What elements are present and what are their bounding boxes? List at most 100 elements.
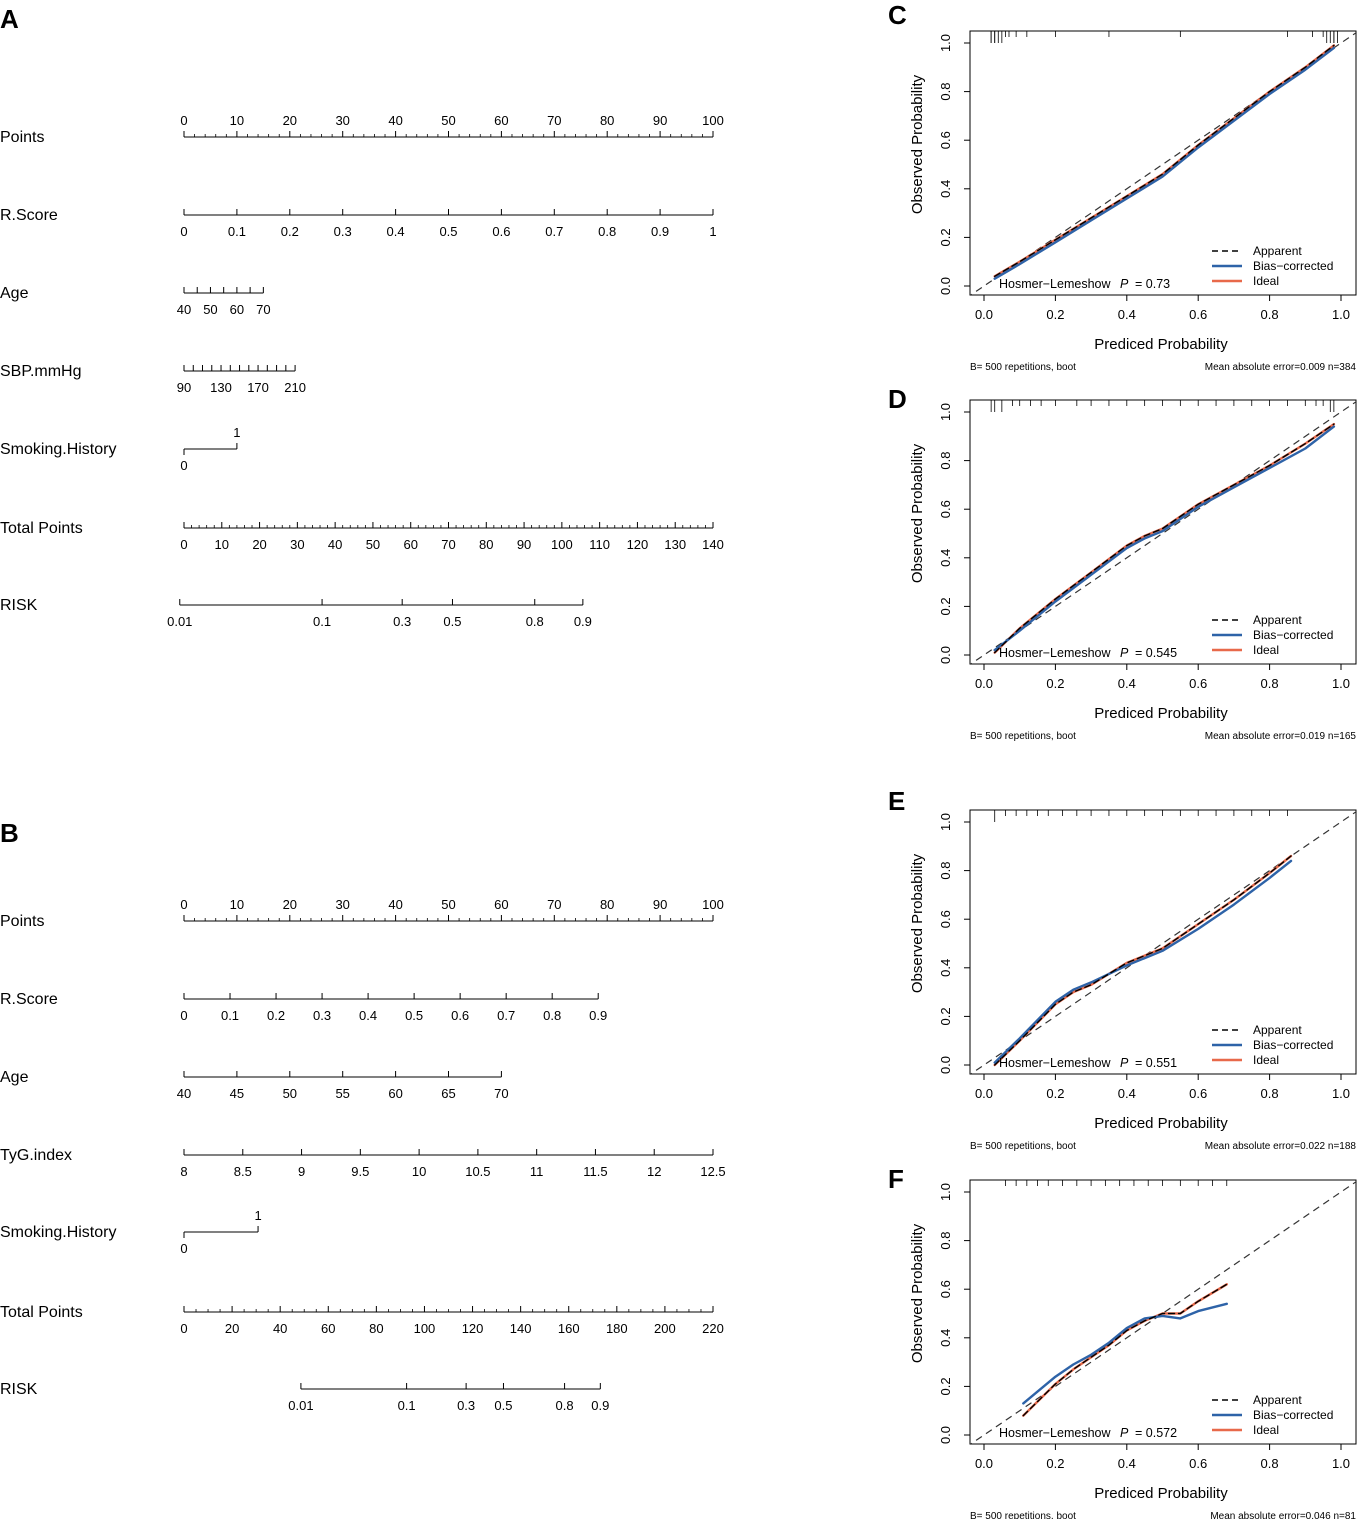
- x-tick-label: 0.2: [1046, 1456, 1064, 1471]
- row-label: R.Score: [0, 991, 58, 1008]
- hl-p-value: = 0.73: [1135, 277, 1170, 291]
- x-tick-label: 0.8: [1261, 307, 1279, 322]
- y-tick-label: 1.0: [938, 813, 953, 831]
- tick-label: 1: [254, 1208, 261, 1223]
- tick-label: 60: [403, 537, 417, 552]
- footnote-right: Mean absolute error=0.019 n=165: [1205, 731, 1357, 742]
- tick-label: 1: [709, 224, 716, 239]
- row-label: R.Score: [0, 207, 58, 224]
- tick-label: 130: [664, 537, 686, 552]
- tick-label: 0: [180, 458, 187, 473]
- tick-label: 70: [256, 302, 270, 317]
- tick-label: 100: [702, 897, 724, 912]
- tick-label: 1: [233, 425, 240, 440]
- series-line: [993, 854, 1293, 1067]
- tick-label: 0.2: [267, 1008, 285, 1023]
- tick-label: 40: [328, 537, 342, 552]
- row-label: Smoking.History: [0, 1224, 116, 1241]
- tick-label: 100: [414, 1321, 436, 1336]
- tick-label: 0.1: [228, 224, 246, 239]
- x-tick-label: 0.4: [1118, 676, 1136, 691]
- y-tick-label: 1.0: [938, 34, 953, 52]
- tick-label: 9: [298, 1164, 305, 1179]
- y-tick-label: 0.8: [938, 452, 953, 470]
- tick-label: 220: [702, 1321, 724, 1336]
- tick-label: 90: [177, 380, 191, 395]
- x-tick-label: 0.4: [1118, 1456, 1136, 1471]
- tick-label: 0.5: [405, 1008, 423, 1023]
- hl-p-symbol: P: [1120, 1056, 1129, 1070]
- x-tick-label: 0.6: [1189, 307, 1207, 322]
- hl-p-value: = 0.545: [1135, 646, 1177, 660]
- x-tick-label: 0.0: [975, 676, 993, 691]
- tick-label: 0.3: [334, 224, 352, 239]
- tick-label: 80: [600, 113, 614, 128]
- x-tick-label: 0.6: [1189, 676, 1207, 691]
- tick-label: 0.8: [556, 1398, 574, 1413]
- y-tick-label: 1.0: [938, 403, 953, 421]
- footnote-right: Mean absolute error=0.046 n=81: [1210, 1511, 1356, 1519]
- tick-label: 0.9: [589, 1008, 607, 1023]
- series-line: [993, 425, 1336, 652]
- panel-letter: A: [0, 4, 19, 34]
- hl-p-symbol: P: [1120, 646, 1129, 660]
- footnote-left: B= 500 repetitions, boot: [970, 731, 1076, 742]
- tick-label: 8: [180, 1164, 187, 1179]
- tick-label: 0: [180, 224, 187, 239]
- tick-label: 0: [180, 113, 187, 128]
- tick-label: 140: [702, 537, 724, 552]
- x-tick-label: 1.0: [1332, 1086, 1350, 1101]
- tick-label: 0.9: [574, 614, 592, 629]
- y-axis-title: Observed Probability: [909, 853, 926, 993]
- tick-label: 10: [230, 897, 244, 912]
- nomogram-row: Smoking.History 0 1: [0, 1208, 262, 1256]
- panel-letter: D: [888, 384, 907, 414]
- tick-label: 30: [335, 897, 349, 912]
- row-label: Total Points: [0, 520, 83, 537]
- nomogram-row: RISK 0.01 0.1 0.3 0.5 0.8 0.9: [0, 597, 592, 629]
- y-tick-label: 0.4: [938, 180, 953, 198]
- x-axis-title: Prediced Probability: [1094, 336, 1228, 353]
- legend-label: Ideal: [1253, 1053, 1279, 1067]
- x-tick-label: 1.0: [1332, 1456, 1350, 1471]
- nomogram-row: Total Points 0 10 20 30 40 50 60 70 80 90 100 110 120…: [0, 520, 724, 552]
- tick-label: 0.4: [359, 1008, 377, 1023]
- tick-label: 0.5: [443, 614, 461, 629]
- y-tick-label: 0.6: [938, 910, 953, 928]
- tick-label: 40: [273, 1321, 287, 1336]
- tick-label: 20: [283, 113, 297, 128]
- tick-label: 80: [479, 537, 493, 552]
- tick-label: 0.8: [526, 614, 544, 629]
- tick-label: 170: [247, 380, 269, 395]
- tick-label: 0.7: [545, 224, 563, 239]
- tick-label: 20: [252, 537, 266, 552]
- tick-label: 70: [547, 897, 561, 912]
- tick-label: 50: [203, 302, 217, 317]
- tick-label: 12: [647, 1164, 661, 1179]
- y-tick-label: 0.0: [938, 277, 953, 295]
- row-label: Total Points: [0, 1304, 83, 1321]
- tick-label: 0.6: [492, 224, 510, 239]
- plot-frame: [969, 399, 1357, 665]
- x-tick-label: 0.0: [975, 1456, 993, 1471]
- tick-label: 130: [210, 380, 232, 395]
- y-tick-label: 0.0: [938, 1056, 953, 1074]
- nomogram-row: Age 40 45 50 55 60 65 70: [0, 1069, 509, 1101]
- legend-label: Bias−corrected: [1253, 259, 1333, 273]
- hl-p-symbol: P: [1120, 277, 1129, 291]
- tick-label: 12.5: [700, 1164, 725, 1179]
- tick-label: 0.01: [167, 614, 192, 629]
- tick-label: 160: [558, 1321, 580, 1336]
- tick-label: 0.9: [651, 224, 669, 239]
- series-line: [994, 44, 1335, 277]
- tick-label: 0.7: [497, 1008, 515, 1023]
- tick-label: 20: [225, 1321, 239, 1336]
- y-tick-label: 0.6: [938, 500, 953, 518]
- tick-label: 40: [388, 897, 402, 912]
- tick-label: 0.3: [393, 614, 411, 629]
- x-tick-label: 0.4: [1118, 307, 1136, 322]
- tick-label: 210: [284, 380, 306, 395]
- tick-label: 70: [494, 1086, 508, 1101]
